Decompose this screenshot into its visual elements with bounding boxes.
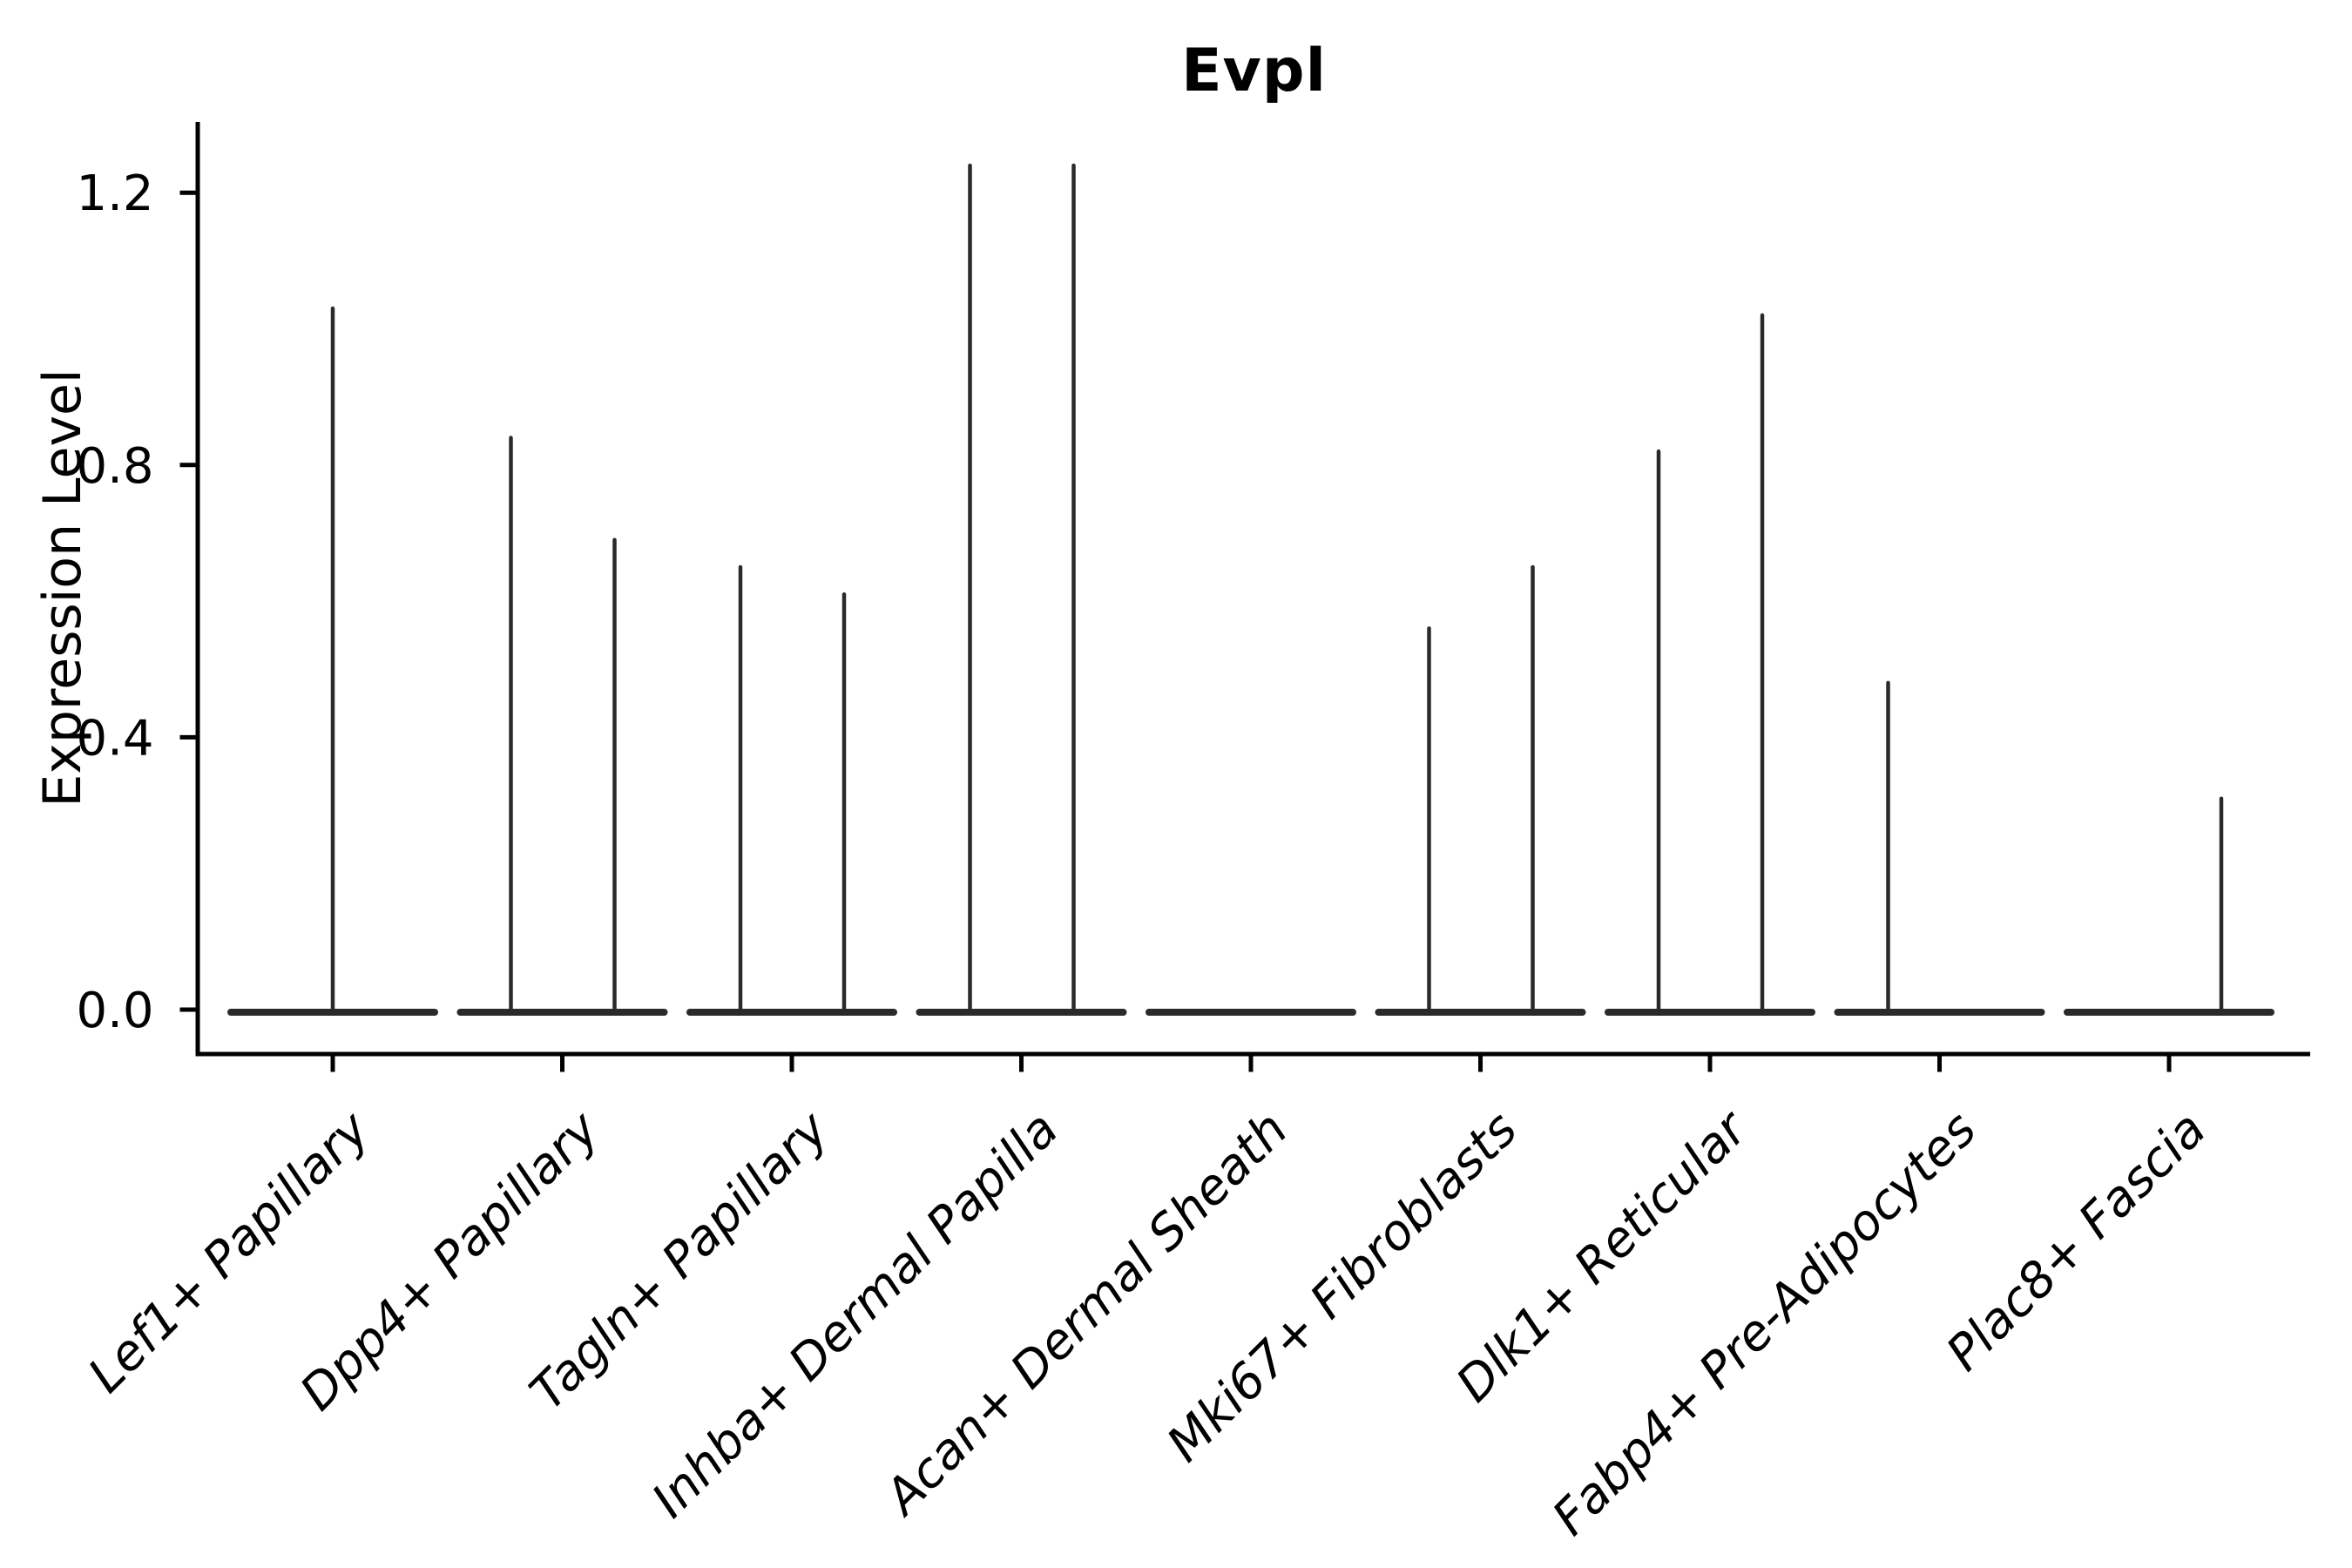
- y-tick-label: 1.2: [76, 166, 153, 222]
- x-tick-label: Acan+ Dermal Sheath: [873, 1101, 1299, 1527]
- y-tick-label: 0.4: [76, 710, 153, 767]
- y-tick-label: 0.0: [76, 983, 153, 1039]
- x-tick-label: Inhba+ Dermal Papilla: [641, 1101, 1069, 1529]
- y-tick-label: 0.8: [76, 438, 153, 495]
- y-axis-label: Expression Level: [32, 368, 93, 808]
- chart-title: Evpl: [1181, 37, 1327, 105]
- x-tick-label: Fabp4+ Pre-Adipocytes: [1542, 1101, 1987, 1546]
